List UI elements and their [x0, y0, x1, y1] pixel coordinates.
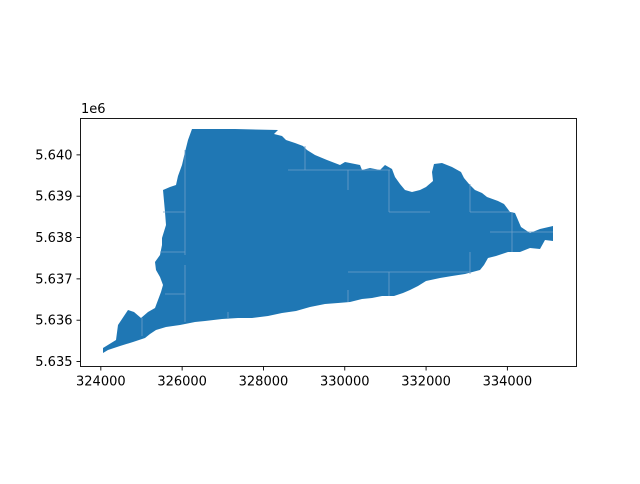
x-tick-label: 324000 [76, 375, 126, 390]
x-axis-ticks: 324000 326000 328000 330000 332000 334000 [76, 366, 533, 390]
y-axis-offset-label: 1e6 [81, 102, 106, 117]
x-tick-label: 332000 [401, 375, 451, 390]
x-tick-label: 326000 [157, 375, 207, 390]
y-tick-label: 5.635 [35, 355, 72, 370]
y-tick-label: 5.636 [35, 314, 72, 329]
y-tick-label: 5.639 [35, 190, 72, 205]
x-tick-label: 328000 [239, 375, 289, 390]
x-tick-label: 330000 [320, 375, 370, 390]
x-tick-label: 334000 [483, 375, 533, 390]
axes-frame [80, 118, 577, 367]
region-polygon [103, 129, 553, 353]
district-boundaries [141, 146, 553, 336]
y-tick-label: 5.637 [35, 272, 72, 287]
y-tick-label: 5.640 [35, 148, 72, 163]
y-axis-ticks: 5.635 5.636 5.637 5.638 5.639 5.640 [35, 148, 81, 370]
y-tick-label: 5.638 [35, 231, 72, 246]
